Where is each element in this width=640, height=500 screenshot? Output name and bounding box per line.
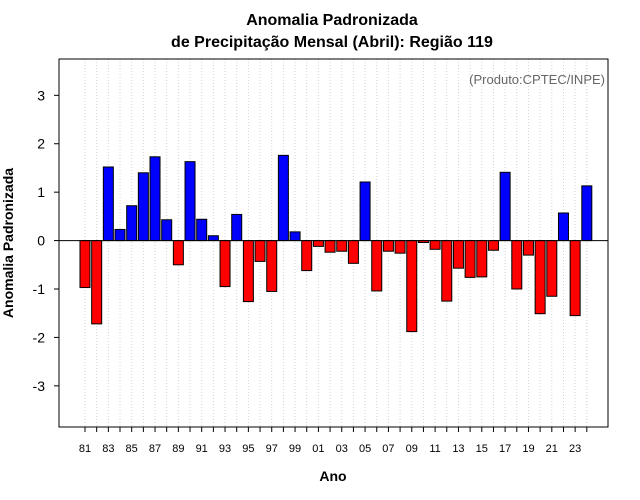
- x-axis-label: Ano: [319, 468, 346, 484]
- x-tick-label-2005: 05: [359, 443, 371, 455]
- y-tick-label-2: 2: [37, 136, 45, 152]
- plot-frame: [58, 58, 609, 428]
- bar-1995: [242, 240, 254, 303]
- y-tick-label--2: -2: [33, 329, 46, 345]
- bar-2007: [382, 240, 394, 252]
- x-tick-label-2001: 01: [312, 443, 324, 455]
- y-tick-label-1: 1: [37, 184, 45, 200]
- x-tick-label-1983: 83: [102, 443, 114, 455]
- bar-2000: [301, 240, 313, 272]
- bar-1988: [161, 219, 173, 242]
- bar-1999: [289, 231, 301, 242]
- bar-2009: [406, 240, 418, 333]
- x-tick-label-2003: 03: [336, 443, 348, 455]
- bar-1987: [149, 156, 161, 242]
- x-axis: 81 83 85 87 89 91 93 95 97 99 01 03 05 07 09 11 13 15 17 19…: [79, 427, 588, 455]
- bar-1985: [126, 205, 138, 242]
- bar-2021: [546, 240, 558, 297]
- x-tick-label-1987: 87: [149, 443, 161, 455]
- y-tick-label--1: -1: [33, 281, 46, 297]
- chart-title-line-2: de Precipitação Mensal (Abril): Região 1…: [171, 34, 493, 51]
- y-axis-label: Anomalia Padronizada: [0, 168, 16, 318]
- bar-2004: [347, 240, 359, 264]
- bar-2005: [359, 181, 371, 242]
- bar-1991: [196, 218, 208, 242]
- credit-annotation: (Produto:CPTEC/INPE): [469, 72, 605, 87]
- bar-2012: [441, 240, 453, 302]
- bar-2008: [394, 240, 406, 254]
- bar-1984: [114, 228, 126, 242]
- y-tick-label--3: -3: [33, 378, 46, 394]
- y-axis: -3 -2 -1 0 1 2 3: [33, 87, 59, 394]
- x-tick-label-2015: 15: [476, 443, 488, 455]
- bar-2022: [557, 212, 569, 242]
- bar-1986: [137, 172, 149, 242]
- x-tick-label-2007: 07: [382, 443, 394, 455]
- y-tick-label-3: 3: [37, 87, 45, 103]
- bar-1981: [79, 240, 91, 289]
- bar-1993: [219, 240, 231, 288]
- x-tick-label-1991: 91: [196, 443, 208, 455]
- x-tick-label-1981: 81: [79, 443, 91, 455]
- bar-2011: [429, 240, 441, 250]
- x-tick-label-2021: 21: [546, 443, 558, 455]
- bar-2002: [324, 240, 336, 253]
- x-tick-label-2017: 17: [499, 443, 511, 455]
- x-tick-label-2009: 09: [406, 443, 418, 455]
- x-tick-label-1985: 85: [126, 443, 138, 455]
- bar-2019: [522, 240, 534, 256]
- bar-2020: [534, 240, 546, 315]
- bar-2006: [371, 240, 383, 292]
- x-tick-label-1997: 97: [266, 443, 278, 455]
- bar-2016: [487, 240, 499, 251]
- bar-1982: [91, 240, 103, 325]
- bar-2001: [312, 240, 324, 247]
- bar-2024: [581, 185, 593, 242]
- bar-2018: [511, 240, 523, 290]
- x-tick-label-1995: 95: [242, 443, 254, 455]
- bar-2013: [452, 240, 464, 269]
- bar-1990: [184, 161, 196, 242]
- bar-1989: [172, 240, 184, 266]
- bar-1996: [254, 240, 266, 262]
- chart-title-line-1: Anomalia Padronizada: [246, 12, 418, 29]
- x-tick-label-2019: 19: [522, 443, 534, 455]
- x-tick-label-2011: 11: [429, 443, 440, 455]
- bar-1994: [231, 213, 243, 242]
- y-tick-label-0: 0: [37, 233, 45, 249]
- bar-1992: [207, 235, 219, 242]
- x-tick-label-2023: 23: [569, 443, 581, 455]
- x-tick-label-2013: 13: [452, 443, 464, 455]
- bars-group: [79, 154, 593, 333]
- bar-2014: [464, 240, 476, 278]
- x-tick-label-1989: 89: [172, 443, 184, 455]
- bar-2003: [336, 240, 348, 252]
- bar-1983: [102, 166, 114, 242]
- bar-1997: [266, 240, 278, 292]
- bar-2017: [499, 171, 511, 242]
- x-tick-label-1993: 93: [219, 443, 231, 455]
- bar-2015: [476, 240, 488, 278]
- x-tick-label-1999: 99: [289, 443, 301, 455]
- bar-1998: [277, 154, 289, 242]
- bar-2023: [569, 240, 581, 317]
